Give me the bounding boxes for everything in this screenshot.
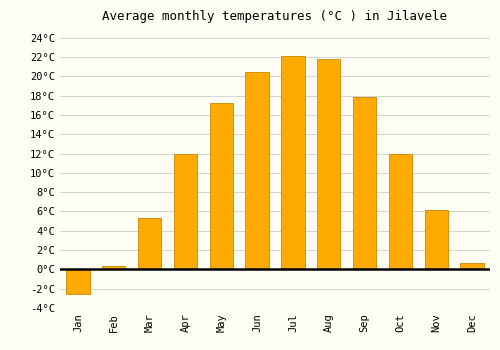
Bar [424, 210, 448, 270]
Bar [138, 218, 161, 270]
Bar [174, 154, 197, 270]
Bar [389, 154, 412, 270]
Bar [353, 97, 376, 270]
Bar [246, 72, 268, 270]
Bar [317, 59, 340, 270]
Bar [66, 270, 90, 294]
Title: Average monthly temperatures (°C ) in Jilavele: Average monthly temperatures (°C ) in Ji… [102, 10, 448, 23]
Bar [282, 56, 304, 270]
Bar [460, 262, 483, 270]
Bar [210, 103, 233, 270]
Bar [102, 266, 126, 270]
